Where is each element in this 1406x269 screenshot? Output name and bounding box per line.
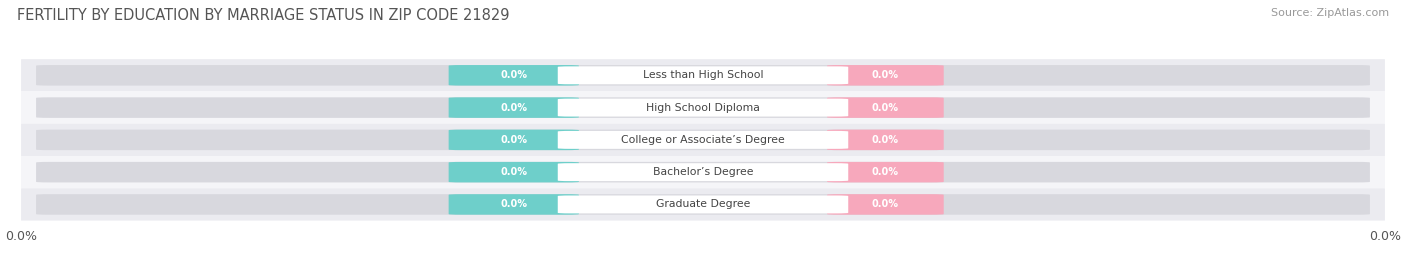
Text: Graduate Degree: Graduate Degree	[655, 199, 751, 210]
FancyBboxPatch shape	[37, 65, 1369, 86]
Text: 0.0%: 0.0%	[872, 167, 898, 177]
FancyBboxPatch shape	[449, 162, 579, 182]
FancyBboxPatch shape	[21, 156, 1385, 188]
Text: 0.0%: 0.0%	[872, 135, 898, 145]
FancyBboxPatch shape	[449, 97, 579, 118]
Text: Less than High School: Less than High School	[643, 70, 763, 80]
FancyBboxPatch shape	[558, 66, 848, 84]
Text: 0.0%: 0.0%	[872, 102, 898, 113]
FancyBboxPatch shape	[827, 130, 943, 150]
Text: College or Associate’s Degree: College or Associate’s Degree	[621, 135, 785, 145]
FancyBboxPatch shape	[37, 97, 1369, 118]
FancyBboxPatch shape	[21, 124, 1385, 156]
Text: FERTILITY BY EDUCATION BY MARRIAGE STATUS IN ZIP CODE 21829: FERTILITY BY EDUCATION BY MARRIAGE STATU…	[17, 8, 509, 23]
Text: 0.0%: 0.0%	[501, 135, 527, 145]
Text: 0.0%: 0.0%	[872, 70, 898, 80]
Text: 0.0%: 0.0%	[501, 199, 527, 210]
Text: 0.0%: 0.0%	[501, 102, 527, 113]
FancyBboxPatch shape	[827, 97, 943, 118]
FancyBboxPatch shape	[558, 163, 848, 181]
FancyBboxPatch shape	[558, 131, 848, 149]
FancyBboxPatch shape	[37, 130, 1369, 150]
FancyBboxPatch shape	[21, 91, 1385, 124]
FancyBboxPatch shape	[558, 196, 848, 213]
FancyBboxPatch shape	[449, 194, 579, 215]
FancyBboxPatch shape	[827, 194, 943, 215]
FancyBboxPatch shape	[827, 162, 943, 182]
FancyBboxPatch shape	[21, 188, 1385, 221]
Text: 0.0%: 0.0%	[872, 199, 898, 210]
FancyBboxPatch shape	[449, 65, 579, 86]
Text: Bachelor’s Degree: Bachelor’s Degree	[652, 167, 754, 177]
FancyBboxPatch shape	[37, 162, 1369, 182]
Text: High School Diploma: High School Diploma	[647, 102, 759, 113]
FancyBboxPatch shape	[37, 194, 1369, 215]
FancyBboxPatch shape	[449, 130, 579, 150]
FancyBboxPatch shape	[827, 65, 943, 86]
Text: 0.0%: 0.0%	[501, 70, 527, 80]
Text: 0.0%: 0.0%	[501, 167, 527, 177]
FancyBboxPatch shape	[558, 99, 848, 116]
Text: Source: ZipAtlas.com: Source: ZipAtlas.com	[1271, 8, 1389, 18]
FancyBboxPatch shape	[21, 59, 1385, 91]
